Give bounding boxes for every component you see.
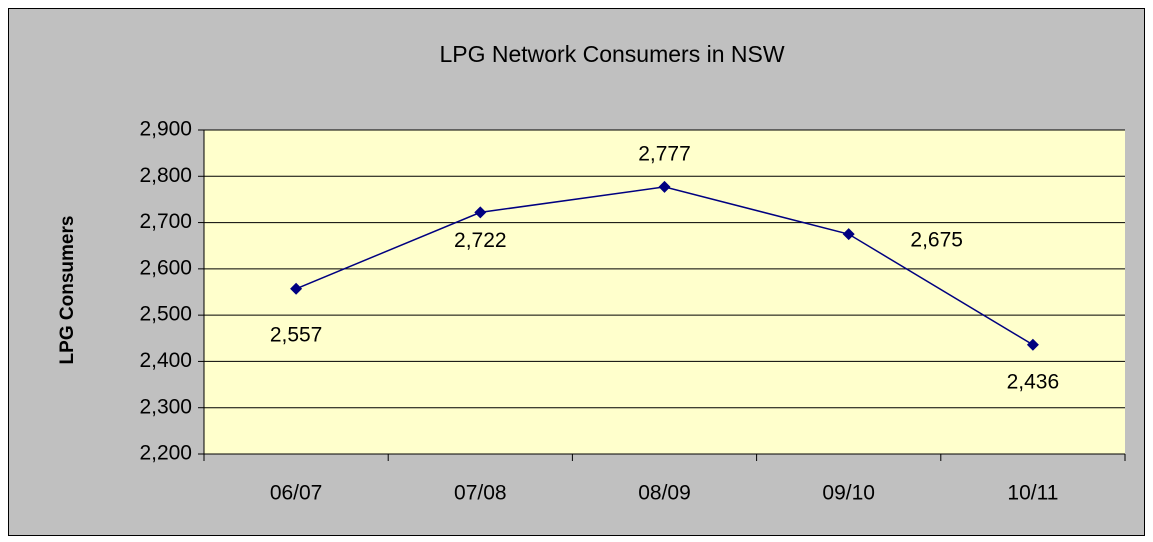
y-tick-label: 2,300 (139, 395, 192, 418)
marker (1026, 338, 1039, 351)
y-tick-label: 2,200 (139, 442, 192, 465)
data-label: 2,675 (910, 229, 963, 252)
plot-area (204, 130, 1125, 454)
marker (658, 180, 671, 193)
x-tick-label: 08/09 (638, 482, 691, 505)
y-tick-label: 2,400 (139, 349, 192, 372)
y-tick-label: 2,800 (139, 164, 192, 187)
y-tick-label: 2,900 (139, 118, 192, 141)
data-label: 2,557 (270, 323, 323, 346)
data-label: 2,722 (454, 229, 507, 252)
y-tick-label: 2,600 (139, 256, 192, 279)
data-label: 2,777 (638, 142, 691, 165)
x-tick-label: 09/10 (822, 482, 875, 505)
y-tick-label: 2,500 (139, 303, 192, 326)
y-axis-label: LPG Consumers (57, 216, 78, 365)
marker (842, 228, 855, 241)
x-tick-label: 06/07 (270, 482, 323, 505)
x-tick-label: 10/11 (1007, 482, 1058, 505)
marker (290, 282, 303, 295)
data-label: 2,436 (1007, 370, 1060, 393)
y-tick-label: 2,700 (139, 210, 192, 233)
marker (474, 206, 487, 219)
x-tick-label: 07/08 (454, 482, 507, 505)
chart-title: LPG Network Consumers in NSW (439, 41, 784, 67)
